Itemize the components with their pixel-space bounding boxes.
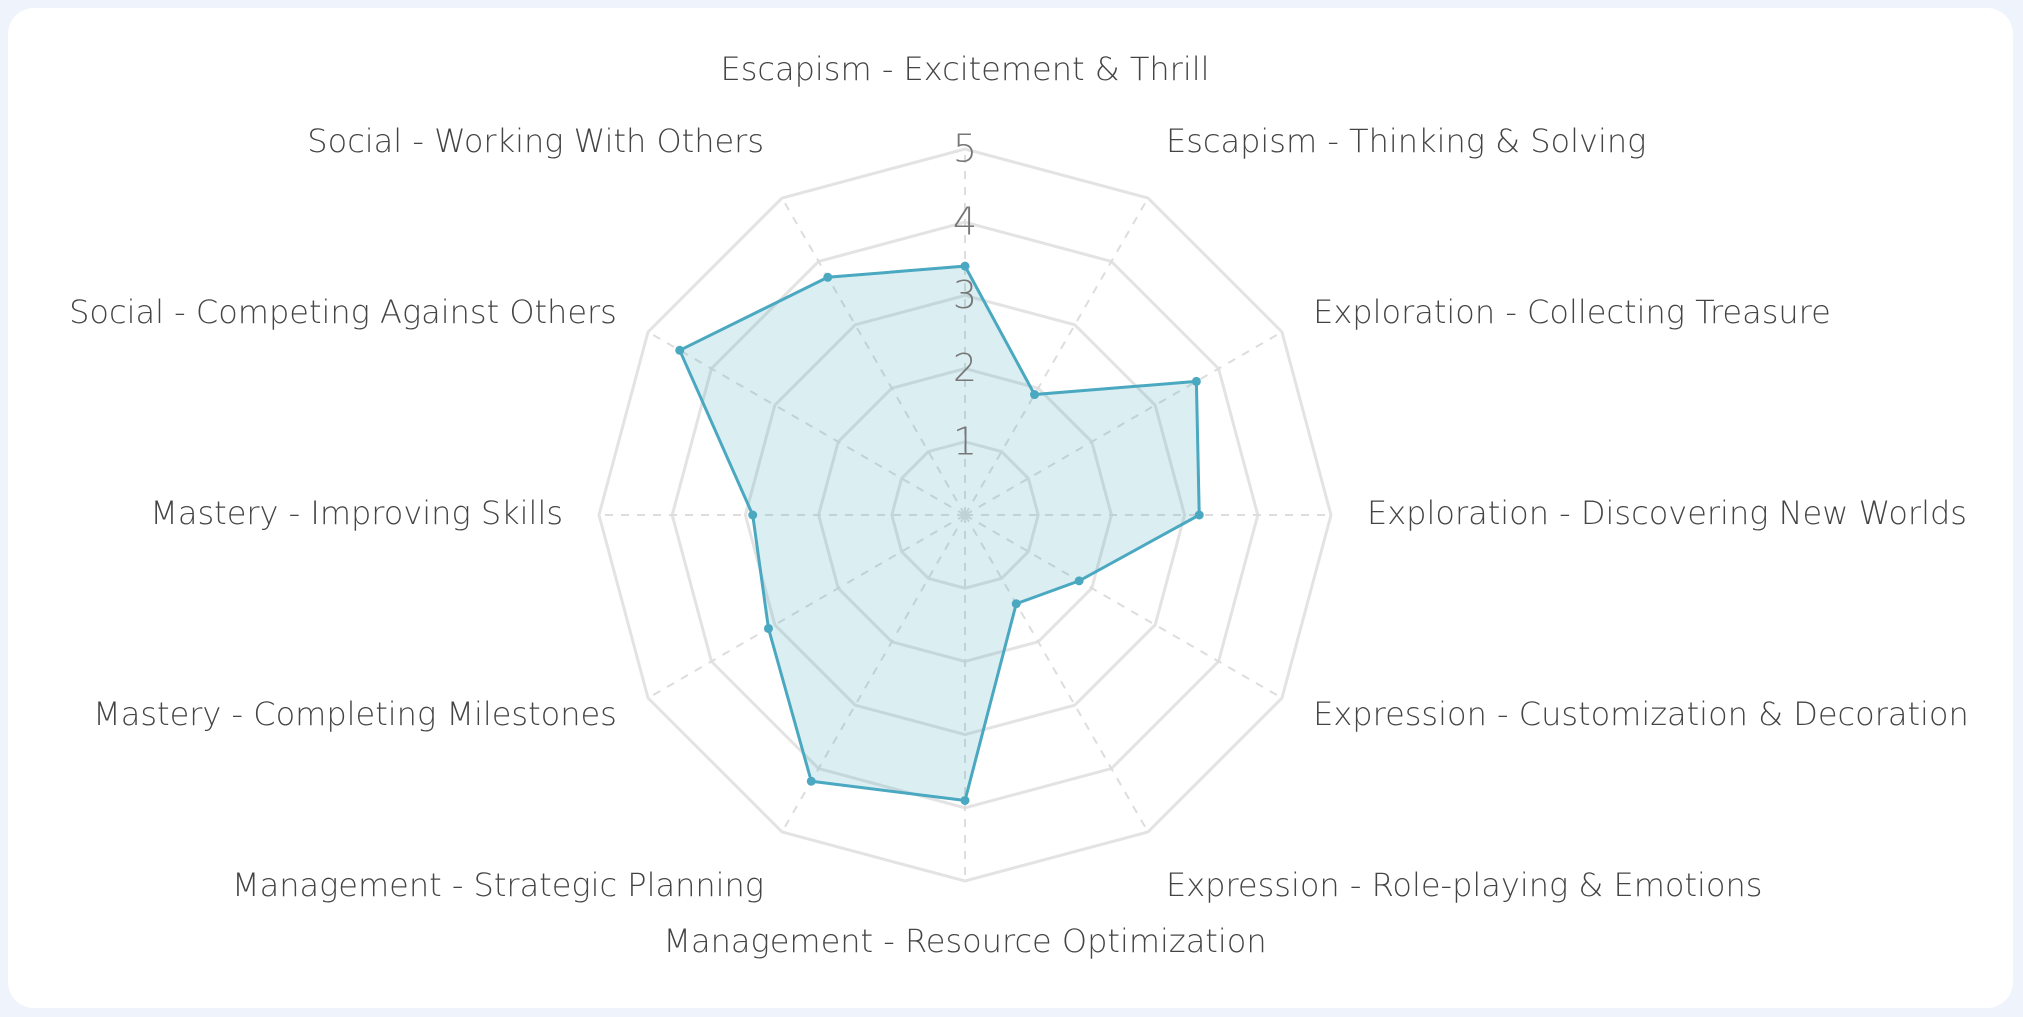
r-tick-label: 3 [953, 273, 977, 317]
axis-label: Escapism - Thinking & Solving [1166, 122, 1646, 160]
data-point [960, 795, 970, 805]
data-point [763, 623, 773, 633]
axis-label: Exploration - Discovering New Worlds [1367, 494, 1967, 532]
axis-label: Escapism - Excitement & Thrill [721, 50, 1210, 88]
axis-label: Mastery - Completing Milestones [93, 695, 617, 733]
axis-label: Exploration - Collecting Treasure [1313, 293, 1831, 331]
r-tick-label: 4 [953, 200, 977, 244]
axis-label: Management - Strategic Planning [232, 866, 764, 904]
grid-ring [743, 293, 1187, 737]
axis-label: Management - Resource Optimization [663, 922, 1266, 960]
data-point [748, 510, 758, 520]
axis-label: Expression - Role-playing & Emotions [1166, 866, 1762, 904]
data-point [1194, 510, 1204, 520]
data-point [823, 272, 833, 282]
data-point [1191, 376, 1201, 386]
chart-card [8, 8, 2013, 1008]
series-area [677, 264, 1201, 803]
data-point [960, 261, 970, 271]
r-tick-label: 5 [953, 127, 977, 171]
spoke [964, 514, 1283, 699]
r-tick-label: 2 [953, 346, 977, 390]
spoke [781, 197, 966, 516]
axis-label: Social - Working With Others [307, 122, 764, 160]
grid-ring [597, 147, 1333, 883]
data-point [675, 345, 685, 355]
data-point [1011, 599, 1021, 609]
spoke [964, 197, 1149, 516]
data-point [1030, 390, 1040, 400]
data-point [806, 776, 816, 786]
spoke [647, 331, 966, 516]
grid-ring [890, 440, 1040, 590]
spoke [964, 331, 1283, 516]
spoke [647, 514, 966, 699]
spoke [964, 514, 1149, 833]
data-point [1074, 576, 1084, 586]
axis-label: Mastery - Improving Skills [150, 494, 563, 532]
r-tick-label: 1 [953, 419, 977, 463]
axis-label: Social - Competing Against Others [69, 293, 617, 331]
axis-label: Expression - Customization & Decoration [1313, 695, 1969, 733]
